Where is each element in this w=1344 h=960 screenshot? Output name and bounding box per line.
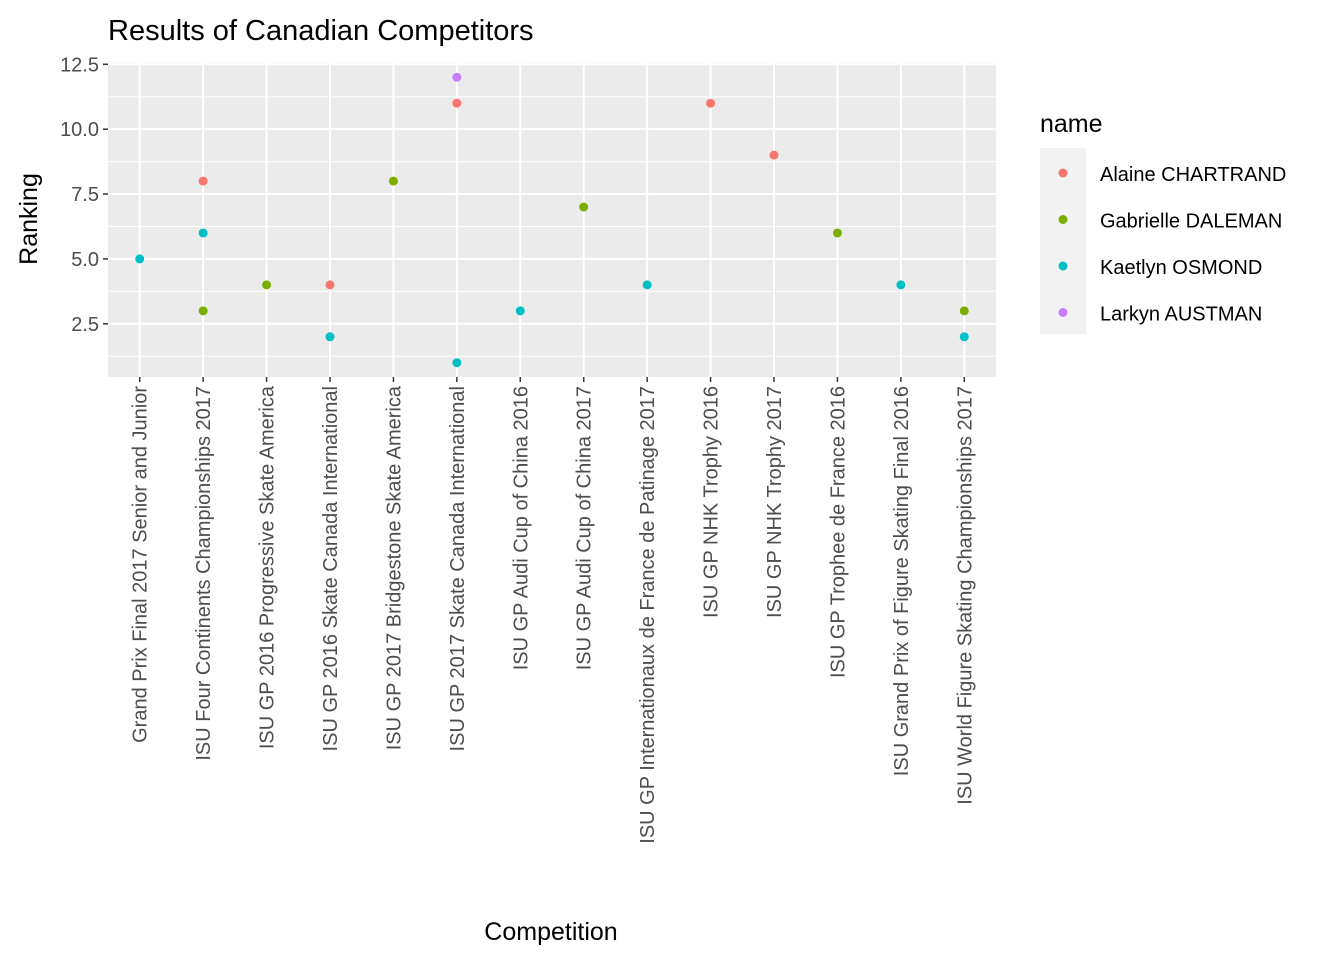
data-point [769, 150, 779, 160]
legend-label: Larkyn AUSTMAN [1100, 304, 1262, 326]
minor-gridlines [108, 96, 996, 357]
x-tick-label: ISU GP 2017 Skate Canada International [447, 386, 469, 751]
legend: name Alaine CHARTRAND Gabrielle DALEMAN Ka… [1040, 110, 1286, 334]
x-tick-label: ISU Four Continents Championships 2017 [193, 386, 215, 761]
legend-title: name [1040, 110, 1103, 138]
data-point [198, 176, 208, 186]
legend-key [1058, 168, 1068, 178]
chart-title: Results of Canadian Competitors [108, 15, 534, 47]
legend-label: Kaetlyn OSMOND [1100, 257, 1262, 279]
plot-panel [108, 63, 996, 377]
data-point [452, 72, 462, 82]
data-point [642, 280, 652, 290]
data-point [706, 98, 716, 108]
legend-key [1058, 215, 1068, 224]
data-points [135, 72, 969, 368]
x-tick-label: ISU GP NHK Trophy 2017 [764, 386, 786, 618]
data-point [515, 306, 525, 316]
data-point [896, 280, 906, 290]
legend-key [1058, 308, 1068, 317]
y-axis: 2.5 5.0 7.5 10.0 12.5 [60, 54, 108, 336]
data-point [198, 228, 208, 238]
legend-key-background [1040, 148, 1086, 334]
legend-label: Alaine CHARTRAND [1100, 164, 1286, 186]
y-tick-label: 5.0 [71, 249, 99, 271]
y-tick-label: 2.5 [71, 314, 99, 336]
x-axis-title: Competition [484, 918, 617, 946]
data-point [959, 332, 969, 342]
x-tick-label: ISU GP 2016 Skate Canada International [320, 386, 342, 751]
x-tick-label: ISU GP Audi Cup of China 2017 [574, 386, 596, 670]
y-tick-label: 7.5 [71, 184, 99, 206]
data-point [579, 202, 589, 212]
x-tick-label: ISU GP Internationaux de France de Patin… [637, 386, 659, 844]
data-point [198, 306, 208, 316]
x-tick-label: Grand Prix Final 2017 Senior and Junior [130, 386, 152, 743]
legend-label: Gabrielle DALEMAN [1100, 211, 1282, 233]
x-tick-label: ISU GP Audi Cup of China 2016 [510, 386, 532, 670]
y-tick-label: 12.5 [60, 54, 99, 76]
data-point [388, 176, 398, 186]
x-tick-label: ISU Grand Prix of Figure Skating Final 2… [891, 386, 913, 776]
x-tick-label: ISU GP 2017 Bridgestone Skate America [383, 385, 405, 750]
data-point [832, 228, 842, 238]
legend-key [1058, 261, 1068, 271]
x-tick-label: ISU GP 2016 Progressive Skate America [257, 385, 279, 749]
data-point [325, 280, 335, 290]
x-tick-label: ISU GP NHK Trophy 2016 [701, 386, 723, 618]
data-point [135, 254, 145, 264]
data-point [262, 280, 272, 290]
data-point [325, 332, 335, 342]
data-point [452, 98, 462, 108]
data-point [959, 306, 969, 316]
x-tick-label: ISU GP Trophee de France 2016 [827, 386, 849, 678]
x-tick-label: ISU World Figure Skating Championships 2… [954, 386, 976, 805]
data-point [452, 358, 462, 368]
x-axis: Grand Prix Final 2017 Senior and Junior I… [130, 377, 976, 844]
y-tick-label: 10.0 [60, 119, 99, 141]
major-gridlines [108, 63, 996, 377]
y-axis-title: Ranking [15, 173, 43, 265]
